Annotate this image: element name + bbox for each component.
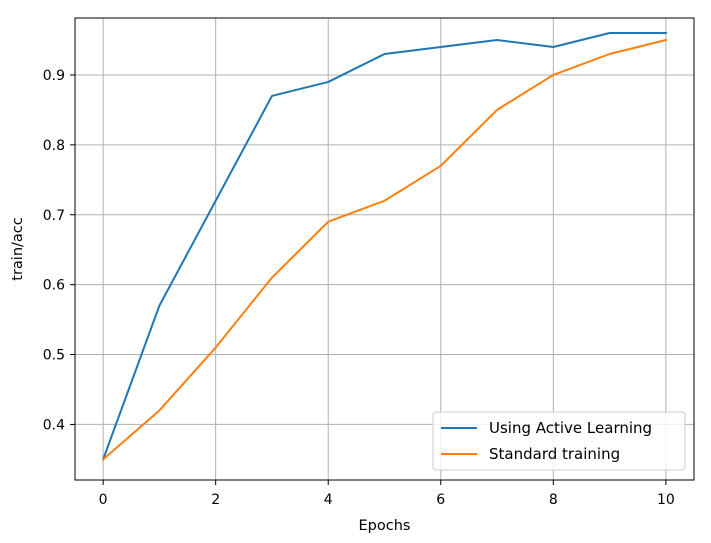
grid (75, 18, 694, 480)
legend: Using Active Learning Standard training (432, 411, 686, 471)
series-line-1 (101, 32, 667, 461)
y-axis-ticks: 0.4 0.5 0.6 0.7 0.8 0.9 (43, 68, 75, 433)
y-tick-label: 0.8 (43, 138, 65, 154)
x-tick-label: 8 (549, 492, 558, 508)
x-tick-label: 0 (99, 492, 108, 508)
plot-frame (74, 17, 695, 481)
x-tick-label: 4 (324, 492, 333, 508)
y-tick-label: 0.4 (43, 417, 65, 433)
y-tick-label: 0.5 (43, 348, 65, 364)
y-axis-label: train/acc (10, 217, 26, 280)
y-tick-label: 0.7 (43, 208, 65, 224)
x-tick-label: 2 (211, 492, 220, 508)
x-tick-label: 6 (436, 492, 445, 508)
series-lines (101, 32, 668, 461)
legend-entries: Using Active Learning Standard training (441, 419, 652, 463)
x-tick-label: 10 (657, 492, 675, 508)
legend-label-2: Standard training (489, 445, 620, 463)
y-tick-label: 0.6 (43, 278, 65, 294)
x-axis-ticks: 0 2 4 6 8 10 (99, 480, 675, 508)
x-axis-label: Epochs (359, 518, 411, 534)
y-tick-label: 0.9 (43, 68, 65, 84)
legend-label-1: Using Active Learning (489, 419, 652, 437)
series-line-2 (101, 38, 668, 461)
legend-box (432, 411, 686, 471)
